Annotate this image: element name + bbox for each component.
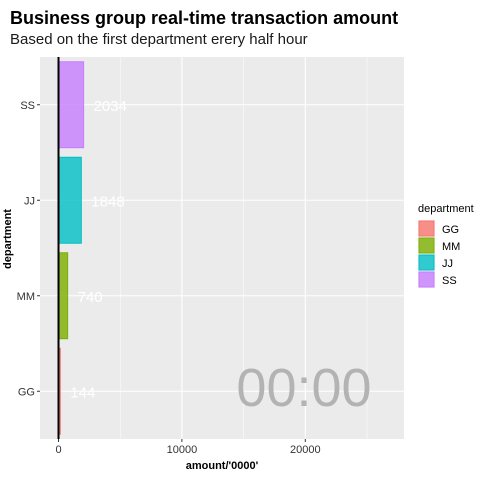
- x-tick-label: 0: [55, 444, 61, 456]
- chart-subtitle: Based on the first department erery half…: [10, 31, 308, 48]
- data-label-jj: 1848: [91, 193, 124, 210]
- y-tick-label: GG: [18, 386, 35, 398]
- legend-swatch-jj: [418, 254, 435, 271]
- legend-label-mm: MM: [442, 241, 460, 253]
- legend-swatch-gg: [418, 220, 435, 237]
- legend-title: department: [418, 203, 474, 215]
- bar-jj: [58, 156, 82, 244]
- legend: department GG MM JJ SS: [418, 203, 474, 288]
- x-axis: 0 10000 20000: [55, 439, 321, 456]
- bar-ss: [58, 61, 85, 149]
- legend-label-ss: SS: [442, 275, 457, 287]
- y-tick-label: JJ: [24, 195, 35, 207]
- legend-swatch-ss: [418, 271, 435, 288]
- y-axis: GG MM JJ SS: [17, 100, 40, 398]
- time-annotation: 00:00: [236, 358, 371, 418]
- data-label-mm: 740: [78, 289, 103, 306]
- y-tick-label: SS: [20, 100, 35, 112]
- x-tick-label: 20000: [290, 444, 321, 456]
- legend-label-gg: GG: [442, 224, 459, 236]
- y-axis-title: department: [2, 209, 14, 269]
- plot-panel: [40, 57, 404, 439]
- bar-mm: [58, 252, 69, 340]
- chart-title: Business group real-time transaction amo…: [10, 8, 398, 28]
- legend-swatch-mm: [418, 237, 435, 254]
- x-axis-title: amount/'0000': [186, 460, 259, 472]
- y-tick-label: MM: [17, 291, 35, 303]
- x-tick-label: 10000: [167, 444, 198, 456]
- data-label-gg: 144: [70, 384, 95, 401]
- legend-label-jj: JJ: [442, 258, 453, 270]
- data-labels: 144 740 1848 2034: [70, 98, 127, 402]
- data-label-ss: 2034: [94, 98, 127, 115]
